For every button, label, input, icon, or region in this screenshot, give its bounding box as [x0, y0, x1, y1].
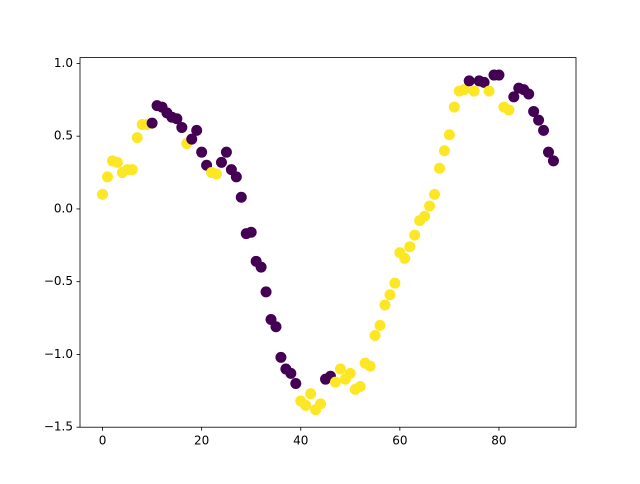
- point: [374, 319, 386, 331]
- point: [404, 241, 416, 253]
- point: [389, 277, 401, 289]
- point: [409, 229, 421, 241]
- point: [97, 188, 109, 200]
- point: [131, 132, 143, 144]
- point: [300, 399, 312, 411]
- point: [305, 388, 317, 400]
- point: [354, 380, 366, 392]
- y-tick-label: −1.5: [44, 420, 73, 434]
- y-tick-label: −0.5: [44, 274, 73, 288]
- y-tick-label: −1.0: [44, 347, 73, 361]
- point: [290, 378, 302, 390]
- x-tick-label: 0: [99, 434, 107, 448]
- point: [384, 289, 396, 301]
- point: [235, 191, 247, 203]
- point: [528, 105, 540, 117]
- point: [533, 114, 545, 126]
- point: [478, 76, 490, 88]
- point: [547, 155, 559, 167]
- point: [126, 164, 138, 176]
- point: [176, 121, 188, 133]
- point: [468, 85, 480, 97]
- point: [443, 129, 455, 141]
- point: [364, 360, 376, 372]
- y-tick-label: 0.0: [54, 201, 73, 215]
- point: [196, 146, 208, 158]
- point: [215, 156, 227, 168]
- axes-frame: [79, 57, 577, 428]
- point: [329, 376, 341, 388]
- y-tick-label: 1.0: [54, 56, 73, 70]
- point: [111, 156, 123, 168]
- point: [379, 299, 391, 311]
- point: [424, 200, 436, 212]
- point: [503, 104, 515, 116]
- x-tick-label: 40: [293, 434, 308, 448]
- point: [542, 146, 554, 158]
- point: [438, 145, 450, 157]
- point: [186, 133, 198, 145]
- point: [260, 286, 272, 298]
- point: [508, 91, 520, 103]
- point: [483, 85, 495, 97]
- point: [315, 398, 327, 410]
- point: [493, 69, 505, 81]
- point: [102, 171, 114, 183]
- point: [211, 168, 223, 180]
- point: [270, 321, 282, 333]
- point: [344, 367, 356, 379]
- point: [245, 226, 257, 238]
- point: [463, 75, 475, 87]
- point: [458, 84, 470, 96]
- point: [171, 113, 183, 125]
- point: [419, 210, 431, 222]
- x-tick-label: 20: [194, 434, 209, 448]
- y-tick-label: 0.5: [54, 129, 73, 143]
- point: [523, 88, 535, 100]
- point: [433, 162, 445, 174]
- point: [255, 261, 267, 273]
- point: [429, 188, 441, 200]
- point: [369, 330, 381, 342]
- point: [275, 351, 287, 363]
- x-tick-label: 60: [392, 434, 407, 448]
- point: [220, 146, 232, 158]
- x-tick-label: 80: [491, 434, 506, 448]
- point: [538, 124, 550, 136]
- point: [191, 124, 203, 136]
- point: [230, 171, 242, 183]
- point: [334, 363, 346, 375]
- point: [146, 117, 158, 129]
- point: [399, 252, 411, 264]
- point: [448, 101, 460, 113]
- point: [285, 367, 297, 379]
